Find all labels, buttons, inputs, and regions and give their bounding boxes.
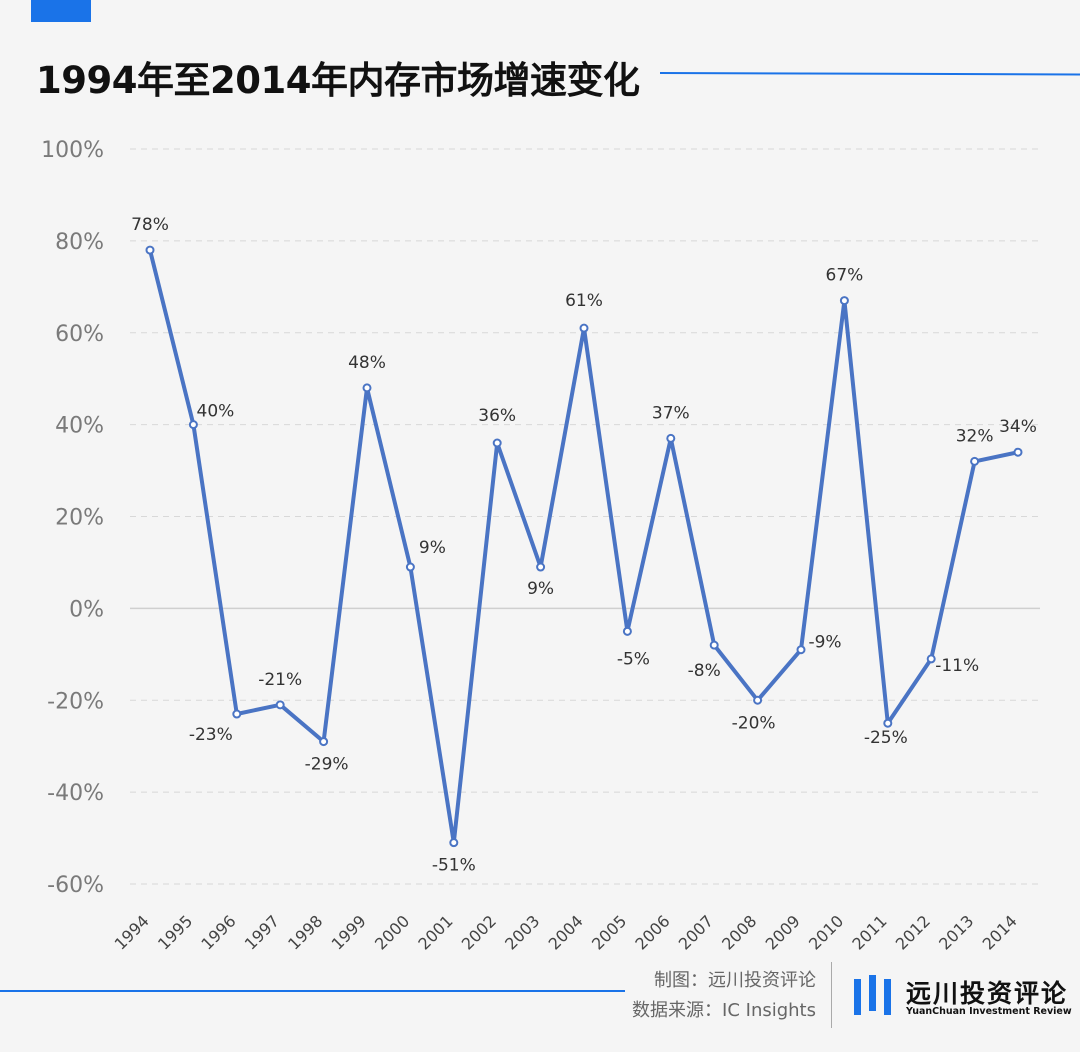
data-label: 40% xyxy=(197,402,235,422)
data-point xyxy=(145,245,155,255)
data-label: 78% xyxy=(131,215,169,235)
x-tick-label: 2009 xyxy=(762,911,804,953)
y-tick-label: -60% xyxy=(47,873,104,898)
data-source: 数据来源：IC Insights xyxy=(632,1000,816,1021)
x-tick-label: 2010 xyxy=(805,911,847,953)
chart-title: 1994年至2014年内存市场增速变化 xyxy=(36,59,640,102)
logo-name: 远川投资评论 xyxy=(906,979,1069,1008)
data-point xyxy=(753,695,763,705)
data-point xyxy=(362,383,372,393)
data-point xyxy=(622,626,632,636)
data-label: 32% xyxy=(956,426,994,446)
y-tick-label: 0% xyxy=(69,597,104,622)
line-chart: 100%80%60%40%20%0%-20%-40%-60%1994 1995 19… xyxy=(41,138,1040,954)
x-tick-label: 1994 xyxy=(111,911,153,953)
data-label: 9% xyxy=(419,538,446,558)
x-tick-label: 2013 xyxy=(935,911,977,953)
data-point xyxy=(666,433,676,443)
x-tick-label: 2006 xyxy=(631,911,673,953)
x-tick-label: 2003 xyxy=(501,911,543,953)
x-tick-label: 2007 xyxy=(675,911,717,953)
series-line xyxy=(148,248,1020,845)
data-point xyxy=(1013,447,1023,457)
x-tick-label: 1998 xyxy=(284,911,326,953)
data-label: -23% xyxy=(189,725,233,745)
data-point xyxy=(405,562,415,572)
x-tick-label: 1996 xyxy=(197,911,239,953)
data-label: -29% xyxy=(305,755,349,775)
x-tick-label: 2008 xyxy=(718,911,760,953)
bar-logo-icon xyxy=(854,975,891,1015)
data-point xyxy=(188,420,198,430)
data-point xyxy=(709,640,719,650)
accent-bar xyxy=(31,0,91,22)
data-label: 34% xyxy=(999,417,1037,437)
data-label: 48% xyxy=(348,353,386,373)
y-tick-label: 60% xyxy=(55,322,104,347)
data-point xyxy=(796,645,806,655)
x-tick-label: 2014 xyxy=(979,911,1021,953)
y-tick-label: -40% xyxy=(47,781,104,806)
data-point xyxy=(579,323,589,333)
data-label: -11% xyxy=(935,656,979,676)
data-label: 36% xyxy=(478,406,516,426)
x-tick-label: 1999 xyxy=(328,911,370,953)
y-tick-label: 20% xyxy=(55,506,104,531)
footer-divider xyxy=(831,962,832,1028)
data-point xyxy=(275,700,285,710)
data-label: -21% xyxy=(258,670,302,690)
data-point xyxy=(839,296,849,306)
x-tick-label: 2011 xyxy=(848,911,890,953)
y-tick-label: -20% xyxy=(47,689,104,714)
data-label: 37% xyxy=(652,403,690,423)
x-tick-label: 2001 xyxy=(414,911,456,953)
x-tick-label: 2000 xyxy=(371,911,413,953)
chart-credit: 制图：远川投资评论 xyxy=(654,970,816,991)
footer-rule xyxy=(0,990,625,992)
data-point xyxy=(883,718,893,728)
data-label: 9% xyxy=(527,579,554,599)
data-point xyxy=(449,838,459,848)
x-tick-label: 1995 xyxy=(154,911,196,953)
x-tick-label: 2004 xyxy=(545,911,587,953)
logo-subtitle: YuanChuan Investment Review xyxy=(906,1006,1072,1017)
data-label: -20% xyxy=(732,713,776,733)
data-label: 67% xyxy=(826,266,864,286)
x-tick-label: 2012 xyxy=(892,911,934,953)
y-tick-label: 40% xyxy=(55,414,104,439)
data-point xyxy=(492,438,502,448)
data-point xyxy=(319,737,329,747)
data-point xyxy=(926,654,936,664)
data-label: -51% xyxy=(432,856,476,876)
data-label: 61% xyxy=(565,291,603,311)
x-tick-label: 2005 xyxy=(588,911,630,953)
x-tick-label: 2002 xyxy=(458,911,500,953)
data-label: -25% xyxy=(864,728,908,748)
data-point xyxy=(536,562,546,572)
data-point xyxy=(232,709,242,719)
data-point xyxy=(970,456,980,466)
x-tick-label: 1997 xyxy=(241,911,283,953)
data-label: -9% xyxy=(808,633,841,653)
data-label: -8% xyxy=(688,661,721,681)
data-label: -5% xyxy=(617,649,650,669)
y-tick-label: 100% xyxy=(41,138,104,163)
y-tick-label: 80% xyxy=(55,230,104,255)
